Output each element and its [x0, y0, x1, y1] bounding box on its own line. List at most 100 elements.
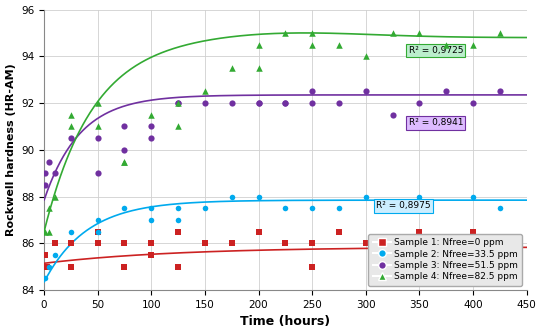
- Point: [334, 42, 343, 47]
- Point: [469, 42, 478, 47]
- Point: [254, 42, 263, 47]
- Point: [120, 159, 129, 164]
- Point: [469, 101, 478, 106]
- Text: R² = 0,8941: R² = 0,8941: [409, 118, 463, 127]
- Point: [45, 206, 54, 211]
- Point: [174, 206, 183, 211]
- Point: [93, 229, 102, 234]
- Point: [174, 229, 183, 234]
- Text: R² = 0,9725: R² = 0,9725: [409, 46, 463, 55]
- Point: [41, 276, 49, 281]
- Point: [362, 89, 370, 94]
- Point: [67, 124, 75, 129]
- Point: [147, 253, 156, 258]
- Point: [495, 206, 504, 211]
- Point: [120, 241, 129, 246]
- Point: [495, 253, 504, 258]
- Point: [174, 124, 183, 129]
- Point: [201, 241, 209, 246]
- Point: [334, 206, 343, 211]
- Point: [281, 101, 289, 106]
- Point: [388, 30, 397, 36]
- Point: [147, 112, 156, 118]
- Point: [308, 89, 317, 94]
- Point: [495, 241, 504, 246]
- Point: [41, 253, 49, 258]
- Point: [174, 101, 183, 106]
- Point: [174, 101, 183, 106]
- Point: [120, 147, 129, 153]
- Point: [495, 30, 504, 36]
- Point: [174, 101, 183, 106]
- Point: [469, 229, 478, 234]
- Text: R² = 0,8975: R² = 0,8975: [377, 201, 431, 210]
- Point: [201, 89, 209, 94]
- Point: [388, 112, 397, 118]
- Point: [93, 101, 102, 106]
- Point: [41, 182, 49, 188]
- Point: [281, 206, 289, 211]
- Point: [415, 30, 424, 36]
- Point: [67, 136, 75, 141]
- Point: [67, 112, 75, 118]
- Point: [147, 206, 156, 211]
- Point: [415, 194, 424, 199]
- Point: [147, 241, 156, 246]
- Point: [41, 171, 49, 176]
- Point: [45, 159, 54, 164]
- Point: [308, 30, 317, 36]
- Point: [334, 229, 343, 234]
- Point: [93, 241, 102, 246]
- Point: [67, 229, 75, 234]
- Point: [442, 42, 450, 47]
- Point: [228, 194, 236, 199]
- Point: [362, 241, 370, 246]
- Point: [93, 124, 102, 129]
- Y-axis label: Rockwell hardness (HR-AM): Rockwell hardness (HR-AM): [5, 63, 16, 236]
- Point: [334, 101, 343, 106]
- Point: [308, 101, 317, 106]
- Point: [469, 194, 478, 199]
- Point: [67, 264, 75, 270]
- Point: [41, 229, 49, 234]
- Point: [254, 101, 263, 106]
- Point: [362, 54, 370, 59]
- Point: [93, 171, 102, 176]
- Point: [174, 264, 183, 270]
- Legend: Sample 1: Nfree=0 ppm, Sample 2: Nfree=33.5 ppm, Sample 3: Nfree=51.5 ppm, Sampl: Sample 1: Nfree=0 ppm, Sample 2: Nfree=3…: [369, 234, 522, 286]
- Point: [120, 124, 129, 129]
- Point: [201, 206, 209, 211]
- Point: [362, 194, 370, 199]
- Point: [45, 264, 54, 270]
- Point: [308, 42, 317, 47]
- Point: [50, 171, 59, 176]
- Point: [174, 217, 183, 223]
- Point: [147, 136, 156, 141]
- Point: [281, 30, 289, 36]
- Point: [50, 253, 59, 258]
- Point: [201, 101, 209, 106]
- Point: [147, 124, 156, 129]
- Point: [442, 89, 450, 94]
- Point: [254, 65, 263, 71]
- Point: [93, 229, 102, 234]
- Point: [147, 217, 156, 223]
- Point: [120, 159, 129, 164]
- Point: [93, 217, 102, 223]
- Point: [50, 194, 59, 199]
- Point: [308, 206, 317, 211]
- Point: [281, 241, 289, 246]
- Point: [120, 206, 129, 211]
- Point: [228, 101, 236, 106]
- Point: [254, 194, 263, 199]
- Point: [308, 241, 317, 246]
- Point: [120, 264, 129, 270]
- Point: [495, 89, 504, 94]
- Point: [228, 241, 236, 246]
- Point: [45, 229, 54, 234]
- Point: [281, 101, 289, 106]
- Point: [43, 264, 51, 270]
- Point: [93, 136, 102, 141]
- Point: [254, 101, 263, 106]
- X-axis label: Time (hours): Time (hours): [240, 315, 331, 328]
